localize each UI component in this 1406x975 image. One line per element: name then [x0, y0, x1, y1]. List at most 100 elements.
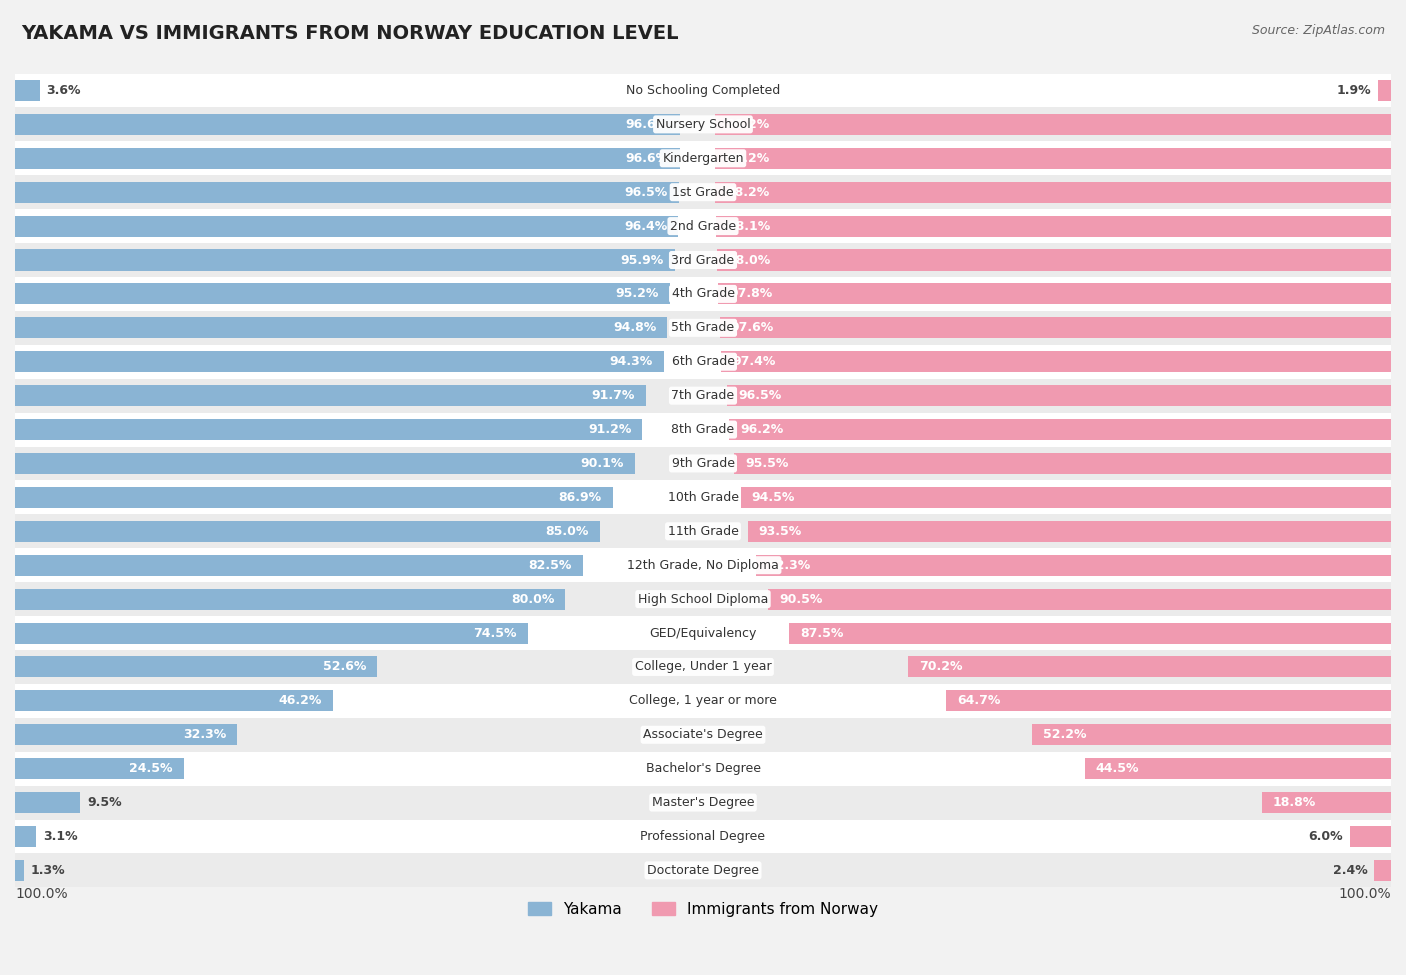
Bar	[15, 250, 675, 270]
Text: 98.2%: 98.2%	[727, 118, 769, 131]
Text: 86.9%: 86.9%	[558, 490, 602, 504]
Text: YAKAMA VS IMMIGRANTS FROM NORWAY EDUCATION LEVEL: YAKAMA VS IMMIGRANTS FROM NORWAY EDUCATI…	[21, 24, 679, 43]
Bar	[15, 345, 1391, 378]
Text: 12th Grade, No Diploma: 12th Grade, No Diploma	[627, 559, 779, 571]
Bar	[946, 690, 1391, 712]
Text: 80.0%: 80.0%	[510, 593, 554, 605]
Text: 94.8%: 94.8%	[613, 322, 657, 334]
Bar	[15, 826, 37, 847]
Text: 10th Grade: 10th Grade	[668, 490, 738, 504]
Text: Nursery School: Nursery School	[655, 118, 751, 131]
Bar	[15, 351, 664, 372]
Text: Master's Degree: Master's Degree	[652, 796, 754, 809]
Legend: Yakama, Immigrants from Norway: Yakama, Immigrants from Norway	[520, 894, 886, 924]
Bar	[15, 515, 1391, 548]
Text: Professional Degree: Professional Degree	[641, 830, 765, 843]
Text: 3.1%: 3.1%	[44, 830, 77, 843]
Bar	[15, 181, 679, 203]
Bar	[15, 378, 1391, 412]
Text: 95.5%: 95.5%	[745, 457, 789, 470]
Text: 96.6%: 96.6%	[626, 118, 669, 131]
Bar	[748, 521, 1391, 542]
Text: 6th Grade: 6th Grade	[672, 355, 734, 369]
Bar	[789, 622, 1391, 644]
Text: 52.6%: 52.6%	[322, 660, 366, 674]
Bar	[15, 724, 238, 745]
Text: 94.3%: 94.3%	[610, 355, 652, 369]
Text: 95.9%: 95.9%	[620, 254, 664, 266]
Bar	[15, 759, 184, 779]
Text: 96.5%: 96.5%	[738, 389, 782, 402]
Text: 11th Grade: 11th Grade	[668, 525, 738, 538]
Text: Bachelor's Degree: Bachelor's Degree	[645, 762, 761, 775]
Bar	[1032, 724, 1391, 745]
Text: 5th Grade: 5th Grade	[672, 322, 734, 334]
Text: 94.5%: 94.5%	[752, 490, 796, 504]
Bar	[15, 786, 1391, 820]
Bar	[15, 718, 1391, 752]
Text: 100.0%: 100.0%	[1339, 887, 1391, 901]
Text: 1st Grade: 1st Grade	[672, 185, 734, 199]
Text: 96.6%: 96.6%	[626, 152, 669, 165]
Text: 85.0%: 85.0%	[546, 525, 589, 538]
Bar	[721, 351, 1391, 372]
Bar	[1350, 826, 1391, 847]
Bar	[15, 317, 668, 338]
Text: 3rd Grade: 3rd Grade	[672, 254, 734, 266]
Bar	[15, 284, 671, 304]
Bar	[1375, 860, 1391, 880]
Bar	[15, 447, 1391, 481]
Bar	[15, 582, 1391, 616]
Bar	[15, 690, 333, 712]
Bar	[15, 820, 1391, 853]
Text: 70.2%: 70.2%	[920, 660, 963, 674]
Text: 3.6%: 3.6%	[46, 84, 82, 97]
Text: 64.7%: 64.7%	[957, 694, 1000, 707]
Bar	[15, 215, 678, 237]
Bar	[15, 107, 1391, 141]
Bar	[15, 521, 600, 542]
Bar	[15, 277, 1391, 311]
Text: 24.5%: 24.5%	[129, 762, 173, 775]
Text: 95.2%: 95.2%	[616, 288, 659, 300]
Bar	[718, 284, 1391, 304]
Text: 8th Grade: 8th Grade	[672, 423, 734, 436]
Text: 44.5%: 44.5%	[1095, 762, 1139, 775]
Text: 97.4%: 97.4%	[733, 355, 775, 369]
Text: 91.2%: 91.2%	[588, 423, 631, 436]
Text: 98.2%: 98.2%	[727, 152, 769, 165]
Text: 82.5%: 82.5%	[529, 559, 572, 571]
Text: 98.1%: 98.1%	[727, 219, 770, 233]
Text: 96.2%: 96.2%	[740, 423, 783, 436]
Bar	[15, 176, 1391, 210]
Text: 97.8%: 97.8%	[730, 288, 772, 300]
Bar	[15, 385, 645, 407]
Bar	[727, 385, 1391, 407]
Text: 100.0%: 100.0%	[15, 887, 67, 901]
Text: GED/Equivalency: GED/Equivalency	[650, 627, 756, 640]
Bar	[15, 548, 1391, 582]
Text: 9th Grade: 9th Grade	[672, 457, 734, 470]
Text: 52.2%: 52.2%	[1043, 728, 1087, 741]
Text: 91.7%: 91.7%	[592, 389, 636, 402]
Bar	[908, 656, 1391, 678]
Bar	[716, 148, 1391, 169]
Bar	[717, 250, 1391, 270]
Text: No Schooling Completed: No Schooling Completed	[626, 84, 780, 97]
Text: 2.4%: 2.4%	[1333, 864, 1368, 877]
Text: Doctorate Degree: Doctorate Degree	[647, 864, 759, 877]
Bar	[15, 311, 1391, 345]
Text: 9.5%: 9.5%	[87, 796, 122, 809]
Text: 74.5%: 74.5%	[472, 627, 516, 640]
Bar	[730, 419, 1391, 440]
Text: College, Under 1 year: College, Under 1 year	[634, 660, 772, 674]
Bar	[716, 215, 1391, 237]
Bar	[15, 555, 582, 575]
Bar	[15, 73, 1391, 107]
Bar	[716, 181, 1391, 203]
Text: 87.5%: 87.5%	[800, 627, 844, 640]
Text: Source: ZipAtlas.com: Source: ZipAtlas.com	[1251, 24, 1385, 37]
Bar	[15, 114, 679, 135]
Bar	[1085, 759, 1391, 779]
Bar	[734, 453, 1391, 474]
